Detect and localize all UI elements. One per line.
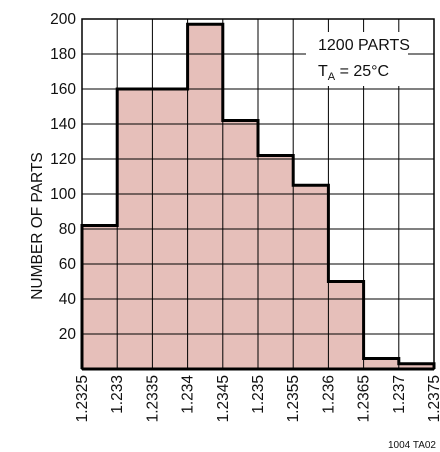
y-tick-label-9: 200 (50, 11, 76, 28)
y-tick-label-2: 60 (59, 256, 77, 273)
figure-id: 1004 TA02 (388, 440, 436, 451)
x-tick-label-0: 1.2325 (74, 375, 91, 422)
bar-6 (328, 281, 364, 369)
y-tick-label-6: 140 (50, 116, 76, 133)
y-tick-label-4: 100 (50, 186, 76, 203)
bar-5 (293, 185, 329, 369)
annotation-part-count: 1200 PARTS (318, 37, 410, 54)
annotation-temperature: TA = 25°C (318, 63, 389, 83)
bar-8 (398, 363, 434, 369)
x-tick-label-3: 1.234 (180, 375, 197, 414)
bar-0 (82, 225, 118, 369)
x-tick-label-9: 1.237 (391, 375, 408, 414)
y-tick-label-1: 40 (59, 291, 77, 308)
bar-7 (363, 358, 399, 369)
bar-3 (222, 120, 258, 369)
y-tick-label-3: 80 (59, 221, 77, 238)
x-tick-labels: 1.2325 1.233 1.2335 1.234 1.2345 1.235 1.2355 1… (74, 375, 440, 423)
x-tick-label-6: 1.2355 (285, 375, 302, 422)
annotation-background (306, 32, 408, 86)
x-tick-label-4: 1.2345 (215, 375, 232, 422)
x-tick-label-5: 1.235 (250, 375, 267, 414)
bar-4 (258, 155, 294, 369)
x-tick-label-8: 1.2365 (356, 375, 373, 422)
x-tick-label-10: 1.2375 (426, 375, 440, 422)
x-tick-label-7: 1.236 (320, 375, 337, 414)
y-tick-label-7: 160 (50, 81, 76, 98)
plot-frame (80, 18, 436, 371)
y-tick-label-8: 180 (50, 46, 76, 63)
y-tick-label-0: 20 (59, 326, 77, 343)
x-tick-label-2: 1.2335 (144, 375, 161, 422)
histogram-outline (80, 22, 436, 369)
y-tick-labels: 20 40 60 80 100 120 140 160 180 200 (50, 11, 76, 343)
x-tick-label-1: 1.233 (109, 375, 126, 414)
bar-2 (187, 24, 223, 369)
y-tick-label-5: 120 (50, 151, 76, 168)
y-axis-label: NUMBER OF PARTS (29, 152, 46, 300)
